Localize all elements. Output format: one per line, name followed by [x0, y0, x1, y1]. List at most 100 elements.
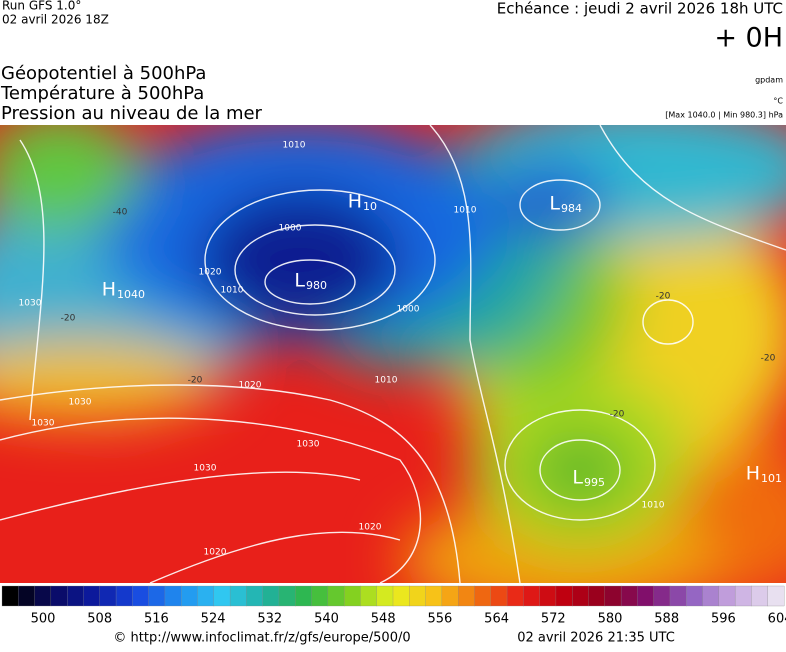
pressure-center-letter: L [294, 270, 305, 292]
colorbar-swatch [458, 585, 475, 607]
colorbar-swatch [343, 585, 361, 607]
colorbar-swatch [409, 585, 427, 607]
temperature-label: -20 [656, 292, 671, 302]
colorbar-label: 500 [31, 612, 56, 627]
run-label: Run GFS 1.0° [2, 0, 81, 13]
colorbar-label: 588 [654, 612, 679, 627]
isobar-label: 1000 [279, 224, 302, 234]
footer-date: 02 avril 2026 21:35 UTC [517, 631, 675, 646]
isobar-label: 1020 [359, 523, 382, 533]
colorbar-swatch [115, 585, 133, 607]
temperature-label: -20 [610, 410, 625, 420]
colorbar-label: 532 [257, 612, 282, 627]
unit: [Max 1040.0 | Min 980.3] hPa [665, 111, 783, 120]
isobar-label: 1030 [32, 419, 55, 429]
colorbar-swatch [669, 585, 687, 607]
isobar-label: 1030 [297, 440, 320, 450]
isobar-label: 1030 [194, 464, 217, 474]
colorbar-swatch [441, 585, 459, 607]
footer-url: © http://www.infoclimat.fr/z/gfs/europe/… [113, 631, 410, 646]
map [0, 125, 786, 583]
lead-time: + 0H [714, 23, 783, 54]
temperature-label: -20 [188, 376, 203, 386]
colorbar-label: 556 [427, 612, 452, 627]
colorbar-swatch [392, 585, 410, 607]
title: Géopotentiel à 500hPa [1, 63, 206, 84]
isobar-label: 1010 [454, 206, 477, 216]
colorbar-label: 540 [314, 612, 339, 627]
unit: °C [773, 97, 783, 106]
colorbar: 500 508 516 524 532 540 548 556 564 572 580 588 596 6… [1, 585, 786, 627]
pressure-center-value: 980 [306, 279, 327, 292]
colorbar-swatch [1, 585, 19, 607]
isobar-label: 1010 [375, 376, 398, 386]
isobar-label: 1010 [642, 501, 665, 511]
colorbar-swatch [686, 585, 703, 607]
colorbar-swatch [164, 585, 182, 607]
colorbar-swatch [50, 585, 68, 607]
isobar-label: 1030 [19, 299, 42, 309]
colorbar-swatch [197, 585, 215, 607]
title: Température à 500hPa [0, 83, 204, 104]
colorbar-swatch [653, 585, 671, 607]
isobar-label: 1010 [283, 141, 306, 151]
pressure-center-value: 101 [761, 472, 782, 485]
colorbar-swatch [539, 585, 557, 607]
colorbar-swatch [360, 585, 378, 607]
colorbar-label: 524 [201, 612, 226, 627]
colorbar-label: 580 [598, 612, 623, 627]
colorbar-swatch [506, 585, 524, 607]
colorbar-swatch [718, 585, 736, 607]
colorbar-swatch [311, 585, 329, 607]
pressure-center-value: 995 [584, 476, 605, 489]
colorbar-swatch [555, 585, 573, 607]
colorbar-swatch [181, 585, 198, 607]
colorbar-swatch [34, 585, 52, 607]
run-date: 02 avril 2026 18Z [2, 13, 109, 27]
colorbar-swatch [751, 585, 769, 607]
colorbar-swatch [278, 585, 296, 607]
colorbar-swatch [99, 585, 117, 607]
colorbar-swatch [213, 585, 231, 607]
colorbar-swatch [490, 585, 508, 607]
title: Pression au niveau de la mer [1, 103, 263, 124]
colorbar-label: 596 [711, 612, 736, 627]
pressure-center-letter: H [746, 463, 760, 485]
colorbar-swatch [246, 585, 264, 607]
colorbar-label: 516 [144, 612, 169, 627]
colorbar-swatch [295, 585, 312, 607]
colorbar-swatch [620, 585, 638, 607]
colorbar-swatch [327, 585, 345, 607]
colorbar-swatch [734, 585, 752, 607]
isobar-label: 1030 [69, 398, 92, 408]
pressure-center-value: 1040 [117, 288, 145, 301]
pressure-center-value: 10 [363, 200, 377, 213]
colorbar-swatch [702, 585, 720, 607]
colorbar-swatch [425, 585, 443, 607]
unit: gpdam [755, 76, 783, 85]
isobar-label: 1010 [221, 286, 244, 296]
colorbar-swatch [83, 585, 101, 607]
isobar-label: 1000 [397, 305, 420, 315]
colorbar-label: 508 [87, 612, 112, 627]
colorbar-swatch [376, 585, 394, 607]
isobar-label: 1020 [199, 268, 222, 278]
colorbar-swatch [637, 585, 655, 607]
temperature-label: -40 [113, 208, 128, 218]
valid-time: Echéance : jeudi 2 avril 2026 18h UTC [497, 0, 783, 18]
colorbar-swatch [588, 585, 606, 607]
colorbar-label: 548 [371, 612, 396, 627]
colorbar-swatch [18, 585, 36, 607]
colorbar-swatch [572, 585, 589, 607]
colorbar-swatch [67, 585, 84, 607]
colorbar-swatch [604, 585, 622, 607]
temperature-label: -20 [761, 354, 776, 364]
isobar-label: 1020 [204, 548, 227, 558]
colorbar-swatch [474, 585, 492, 607]
colorbar-label: 564 [484, 612, 509, 627]
pressure-center-letter: L [572, 467, 583, 489]
pressure-center-letter: H [102, 279, 116, 301]
colorbar-label: 572 [541, 612, 566, 627]
